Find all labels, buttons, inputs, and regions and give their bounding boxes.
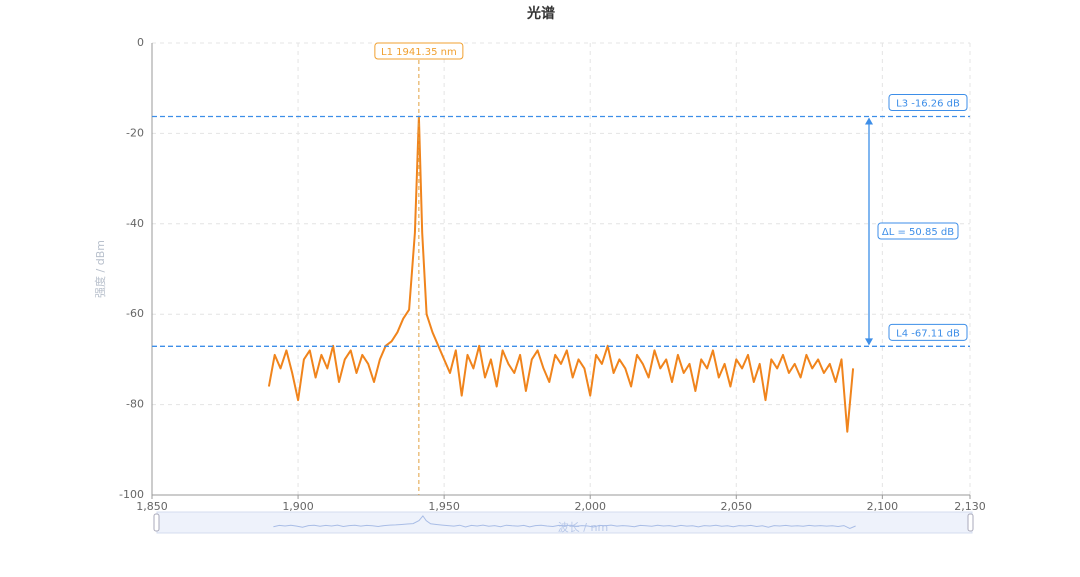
y-tick-label: -100 — [119, 488, 144, 501]
zoom-handle[interactable] — [967, 513, 974, 532]
marker-label-box — [888, 323, 968, 341]
marker-label-box — [374, 42, 464, 60]
arrow-head — [865, 338, 873, 346]
y-tick-label: -80 — [126, 398, 144, 411]
x-tick-label: 2,000 — [574, 500, 606, 513]
zoom-handle[interactable] — [153, 513, 160, 532]
chart-title: 光谱 — [526, 5, 555, 22]
marker-label: L3 -16.26 dB — [896, 98, 960, 109]
y-tick-label: 0 — [137, 36, 144, 49]
delta-label-box — [877, 222, 959, 240]
delta-label: ΔL = 50.85 dB — [882, 227, 954, 238]
x-axis-label: 波长 / nm — [558, 521, 608, 534]
marker-label: L1 1941.35 nm — [381, 47, 457, 58]
x-tick-label: 1,900 — [282, 500, 314, 513]
y-tick-label: -60 — [126, 307, 144, 320]
x-tick-label: 2,130 — [954, 500, 986, 513]
y-tick-label: -20 — [126, 126, 144, 139]
y-tick-label: -40 — [126, 217, 144, 230]
marker-label-box — [888, 93, 968, 111]
x-tick-label: 1,950 — [428, 500, 460, 513]
y-axis-label: 强度 / dBm — [93, 240, 107, 298]
marker-label: L4 -67.11 dB — [896, 328, 960, 339]
x-tick-label: 1,850 — [136, 500, 168, 513]
arrow-head — [865, 117, 873, 125]
slider-preview — [273, 515, 856, 530]
x-tick-label: 2,050 — [721, 500, 753, 513]
x-tick-label: 2,100 — [867, 500, 899, 513]
series-line — [267, 115, 855, 433]
grid — [151, 42, 971, 496]
